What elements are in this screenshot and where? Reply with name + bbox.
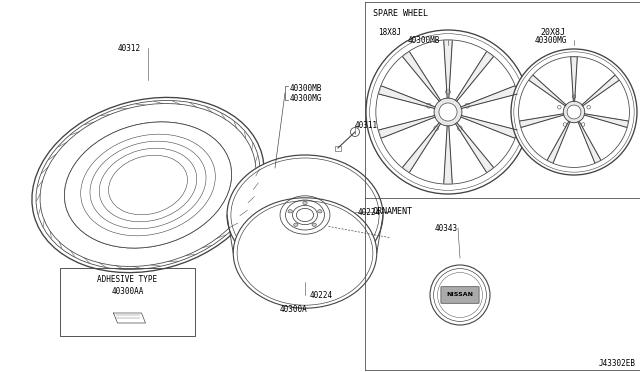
- Bar: [60, 268, 195, 336]
- Text: 40300MG: 40300MG: [535, 35, 568, 45]
- Text: 40343: 40343: [435, 224, 458, 232]
- Circle shape: [563, 123, 566, 126]
- Polygon shape: [379, 86, 435, 109]
- Bar: [335, 146, 341, 151]
- Polygon shape: [571, 57, 577, 101]
- Text: 18X8J: 18X8J: [378, 28, 401, 36]
- Text: 40300AA: 40300AA: [111, 288, 144, 296]
- Text: J43302EB: J43302EB: [599, 359, 636, 368]
- Text: 40300A: 40300A: [280, 305, 308, 314]
- Circle shape: [458, 126, 462, 131]
- Circle shape: [427, 103, 431, 108]
- Circle shape: [351, 128, 360, 137]
- Circle shape: [439, 103, 457, 121]
- Polygon shape: [403, 52, 440, 101]
- Text: 40300MB: 40300MB: [408, 35, 440, 45]
- Text: SPARE WHEEL: SPARE WHEEL: [373, 9, 428, 17]
- Ellipse shape: [303, 201, 307, 205]
- Polygon shape: [582, 75, 619, 106]
- Polygon shape: [520, 114, 564, 127]
- Text: 40300MB: 40300MB: [290, 83, 323, 93]
- Polygon shape: [403, 123, 440, 172]
- Circle shape: [366, 30, 530, 194]
- Text: 40224: 40224: [358, 208, 381, 217]
- Polygon shape: [461, 86, 517, 109]
- Ellipse shape: [227, 155, 383, 275]
- Ellipse shape: [233, 198, 377, 308]
- Text: 20X8J: 20X8J: [540, 28, 565, 36]
- Polygon shape: [456, 52, 493, 101]
- Text: 40311: 40311: [355, 121, 378, 129]
- Polygon shape: [461, 115, 517, 138]
- Text: ADHESIVE TYPE: ADHESIVE TYPE: [97, 276, 157, 285]
- Circle shape: [434, 98, 462, 126]
- Polygon shape: [578, 121, 601, 163]
- Polygon shape: [529, 75, 566, 106]
- Circle shape: [563, 101, 585, 123]
- Circle shape: [445, 90, 451, 94]
- Circle shape: [567, 105, 581, 119]
- Polygon shape: [444, 126, 452, 183]
- Text: 40300MG: 40300MG: [290, 93, 323, 103]
- Ellipse shape: [237, 201, 373, 305]
- Text: 40312: 40312: [118, 44, 141, 52]
- Circle shape: [557, 106, 561, 109]
- Ellipse shape: [65, 122, 232, 248]
- Polygon shape: [547, 121, 570, 163]
- Ellipse shape: [294, 223, 298, 226]
- Text: 40224: 40224: [310, 291, 333, 299]
- Ellipse shape: [317, 210, 322, 213]
- Polygon shape: [584, 114, 628, 127]
- Polygon shape: [456, 123, 493, 172]
- Text: NISSAN: NISSAN: [447, 292, 474, 298]
- Circle shape: [465, 103, 469, 108]
- Ellipse shape: [312, 223, 316, 226]
- FancyBboxPatch shape: [441, 287, 479, 303]
- Polygon shape: [444, 41, 452, 98]
- Polygon shape: [379, 115, 435, 138]
- Circle shape: [572, 95, 576, 98]
- Text: ORNAMENT: ORNAMENT: [373, 206, 413, 215]
- Circle shape: [581, 123, 585, 126]
- Circle shape: [587, 106, 591, 109]
- Circle shape: [434, 126, 438, 131]
- Circle shape: [511, 49, 637, 175]
- Ellipse shape: [288, 210, 292, 213]
- Circle shape: [430, 265, 490, 325]
